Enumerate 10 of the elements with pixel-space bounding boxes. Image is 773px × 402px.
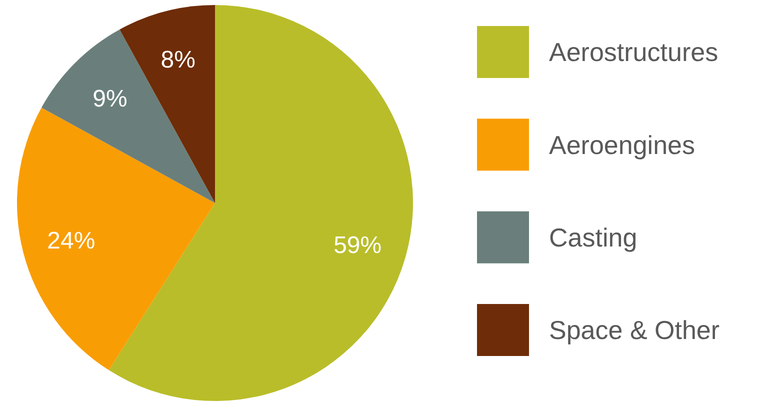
legend-label: Aeroengines: [549, 130, 695, 160]
pie-slice: [17, 108, 215, 370]
data-label: 24%: [47, 227, 96, 254]
data-label: 59%: [334, 232, 382, 259]
pie-slice: [41, 29, 215, 203]
data-label: 9%: [92, 85, 128, 112]
legend-label: Space & Other: [549, 315, 720, 346]
data-label: 8%: [160, 46, 196, 74]
legend-label: Casting: [549, 222, 638, 252]
legend-label: Aerostructures: [549, 37, 718, 68]
